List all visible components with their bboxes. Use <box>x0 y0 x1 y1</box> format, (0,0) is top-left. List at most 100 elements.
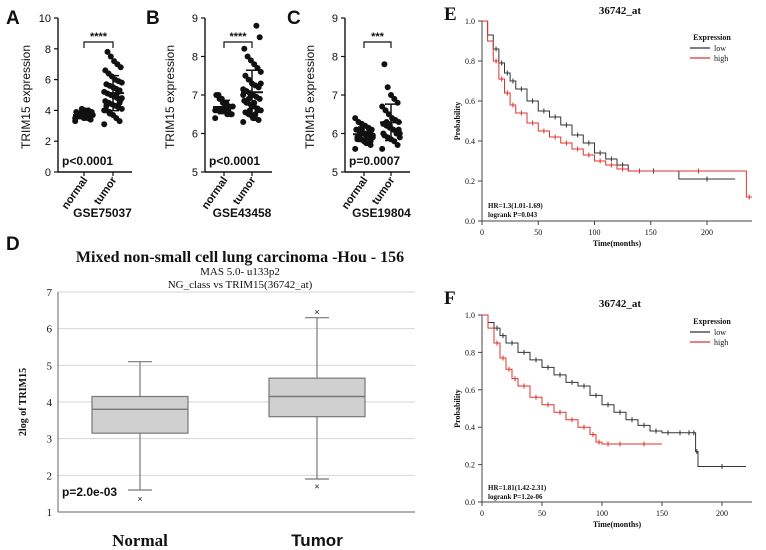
y-axis-label: 2log of TRIM15 <box>18 368 29 436</box>
data-point <box>101 121 108 128</box>
dataset-title: GSE43458 <box>213 206 272 220</box>
x-tick-label: 150 <box>656 509 668 518</box>
survival-curve-high <box>482 20 752 198</box>
x-category-label: Normal <box>112 531 168 550</box>
y-tick-label: 6 <box>192 129 198 141</box>
data-point <box>380 130 387 137</box>
data-point <box>240 118 247 125</box>
y-tick-label: 7 <box>192 90 198 102</box>
data-point <box>257 80 264 87</box>
x-tick-label: 50 <box>538 509 546 518</box>
y-axis-label: TRIM15 expression <box>163 45 177 149</box>
x-tick-label: 200 <box>701 228 713 237</box>
legend-title: Expression <box>693 317 731 326</box>
y-tick-label: 0.0 <box>465 498 475 507</box>
y-tick-label: 4 <box>45 105 51 117</box>
y-tick-label: 0.0 <box>465 217 475 226</box>
x-axis-label: Time(months) <box>593 520 642 529</box>
data-point <box>106 110 113 117</box>
y-tick-label: 8 <box>332 52 338 64</box>
x-axis-label: Time(months) <box>593 239 642 248</box>
data-point <box>104 48 111 55</box>
y-tick-label: 7 <box>47 287 53 299</box>
data-point <box>103 81 110 88</box>
data-point <box>107 53 114 60</box>
outlier-marker: × <box>314 307 319 317</box>
data-point <box>212 107 219 114</box>
data-point <box>101 107 108 114</box>
y-tick-label: 8 <box>45 44 51 56</box>
y-tick-label: 0.2 <box>465 461 475 470</box>
panel-d: D Mixed non-small cell lung carcinoma -Ho… <box>6 234 415 550</box>
data-point <box>241 45 248 52</box>
y-tick-label: 0.8 <box>465 57 475 66</box>
chart-subtitle: MAS 5.0- u133p2 <box>200 266 280 278</box>
x-tick-label: 0 <box>480 509 484 518</box>
outlier-marker: × <box>137 494 142 504</box>
y-tick-label: 0.2 <box>465 177 475 186</box>
hazard-ratio: HR=1.3(1.01-1.69) <box>488 202 543 210</box>
y-tick-label: 8 <box>192 52 198 64</box>
y-tick-label: 5 <box>47 360 53 372</box>
x-tick-label: 50 <box>534 228 542 237</box>
p-value: p<0.0001 <box>62 154 113 168</box>
dataset-title: GSE75037 <box>73 206 132 220</box>
data-point <box>353 126 360 133</box>
logrank-p: logrank P=1.2e-06 <box>488 493 543 501</box>
x-category-label: Tumor <box>291 531 343 550</box>
significance-stars: **** <box>90 31 108 43</box>
legend-label-low: low <box>714 328 726 337</box>
data-point <box>242 72 249 79</box>
panel-label-d: D <box>6 234 20 255</box>
legend-title: Expression <box>693 33 731 42</box>
data-point <box>359 122 366 129</box>
data-point <box>73 108 80 115</box>
box <box>268 377 366 418</box>
chart-title: 36742_at <box>599 298 642 310</box>
data-point <box>212 115 219 122</box>
survival-curve-low <box>482 314 746 467</box>
data-point <box>102 98 109 105</box>
data-point <box>356 134 363 141</box>
outlier-marker: × <box>314 481 319 491</box>
x-category-label: tumor <box>92 174 120 207</box>
data-point <box>384 84 391 91</box>
y-tick-label: 5 <box>192 167 198 179</box>
logrank-p: logrank P=0.043 <box>488 211 538 219</box>
panel-label-b: B <box>146 8 160 29</box>
y-tick-label: 1 <box>47 507 53 519</box>
data-point <box>111 58 118 65</box>
p-value: p=0.0007 <box>349 154 400 168</box>
survival-curve-high <box>482 314 662 445</box>
y-axis-label: Probability <box>453 389 462 428</box>
data-point <box>253 22 260 29</box>
data-point <box>352 145 359 152</box>
data-point <box>379 145 386 152</box>
y-axis-label: TRIM15 expression <box>19 45 33 149</box>
y-axis-label: Probability <box>453 102 462 141</box>
data-point <box>381 61 388 68</box>
legend-label-high: high <box>714 338 728 347</box>
x-tick-label: 100 <box>596 509 608 518</box>
data-point <box>78 105 85 112</box>
data-point <box>256 34 263 41</box>
data-point <box>366 128 373 135</box>
data-point <box>72 115 79 122</box>
y-tick-label: 1.0 <box>465 17 475 26</box>
panel-label-f: F <box>444 288 456 309</box>
chart-title: 36742_at <box>599 5 642 17</box>
data-point <box>118 95 125 102</box>
survival-curve-low <box>482 20 736 180</box>
y-tick-label: 4 <box>47 397 53 409</box>
data-point <box>244 53 251 60</box>
data-point <box>102 67 109 74</box>
chart-title: Mixed non-small cell lung carcinoma -Hou… <box>76 249 404 266</box>
y-tick-label: 2 <box>45 136 51 148</box>
y-tick-label: 6 <box>45 75 51 87</box>
y-tick-label: 0.8 <box>465 348 475 357</box>
panel-label-c: C <box>287 8 301 29</box>
y-axis-label: TRIM15 expression <box>303 45 317 149</box>
data-point <box>388 92 394 98</box>
